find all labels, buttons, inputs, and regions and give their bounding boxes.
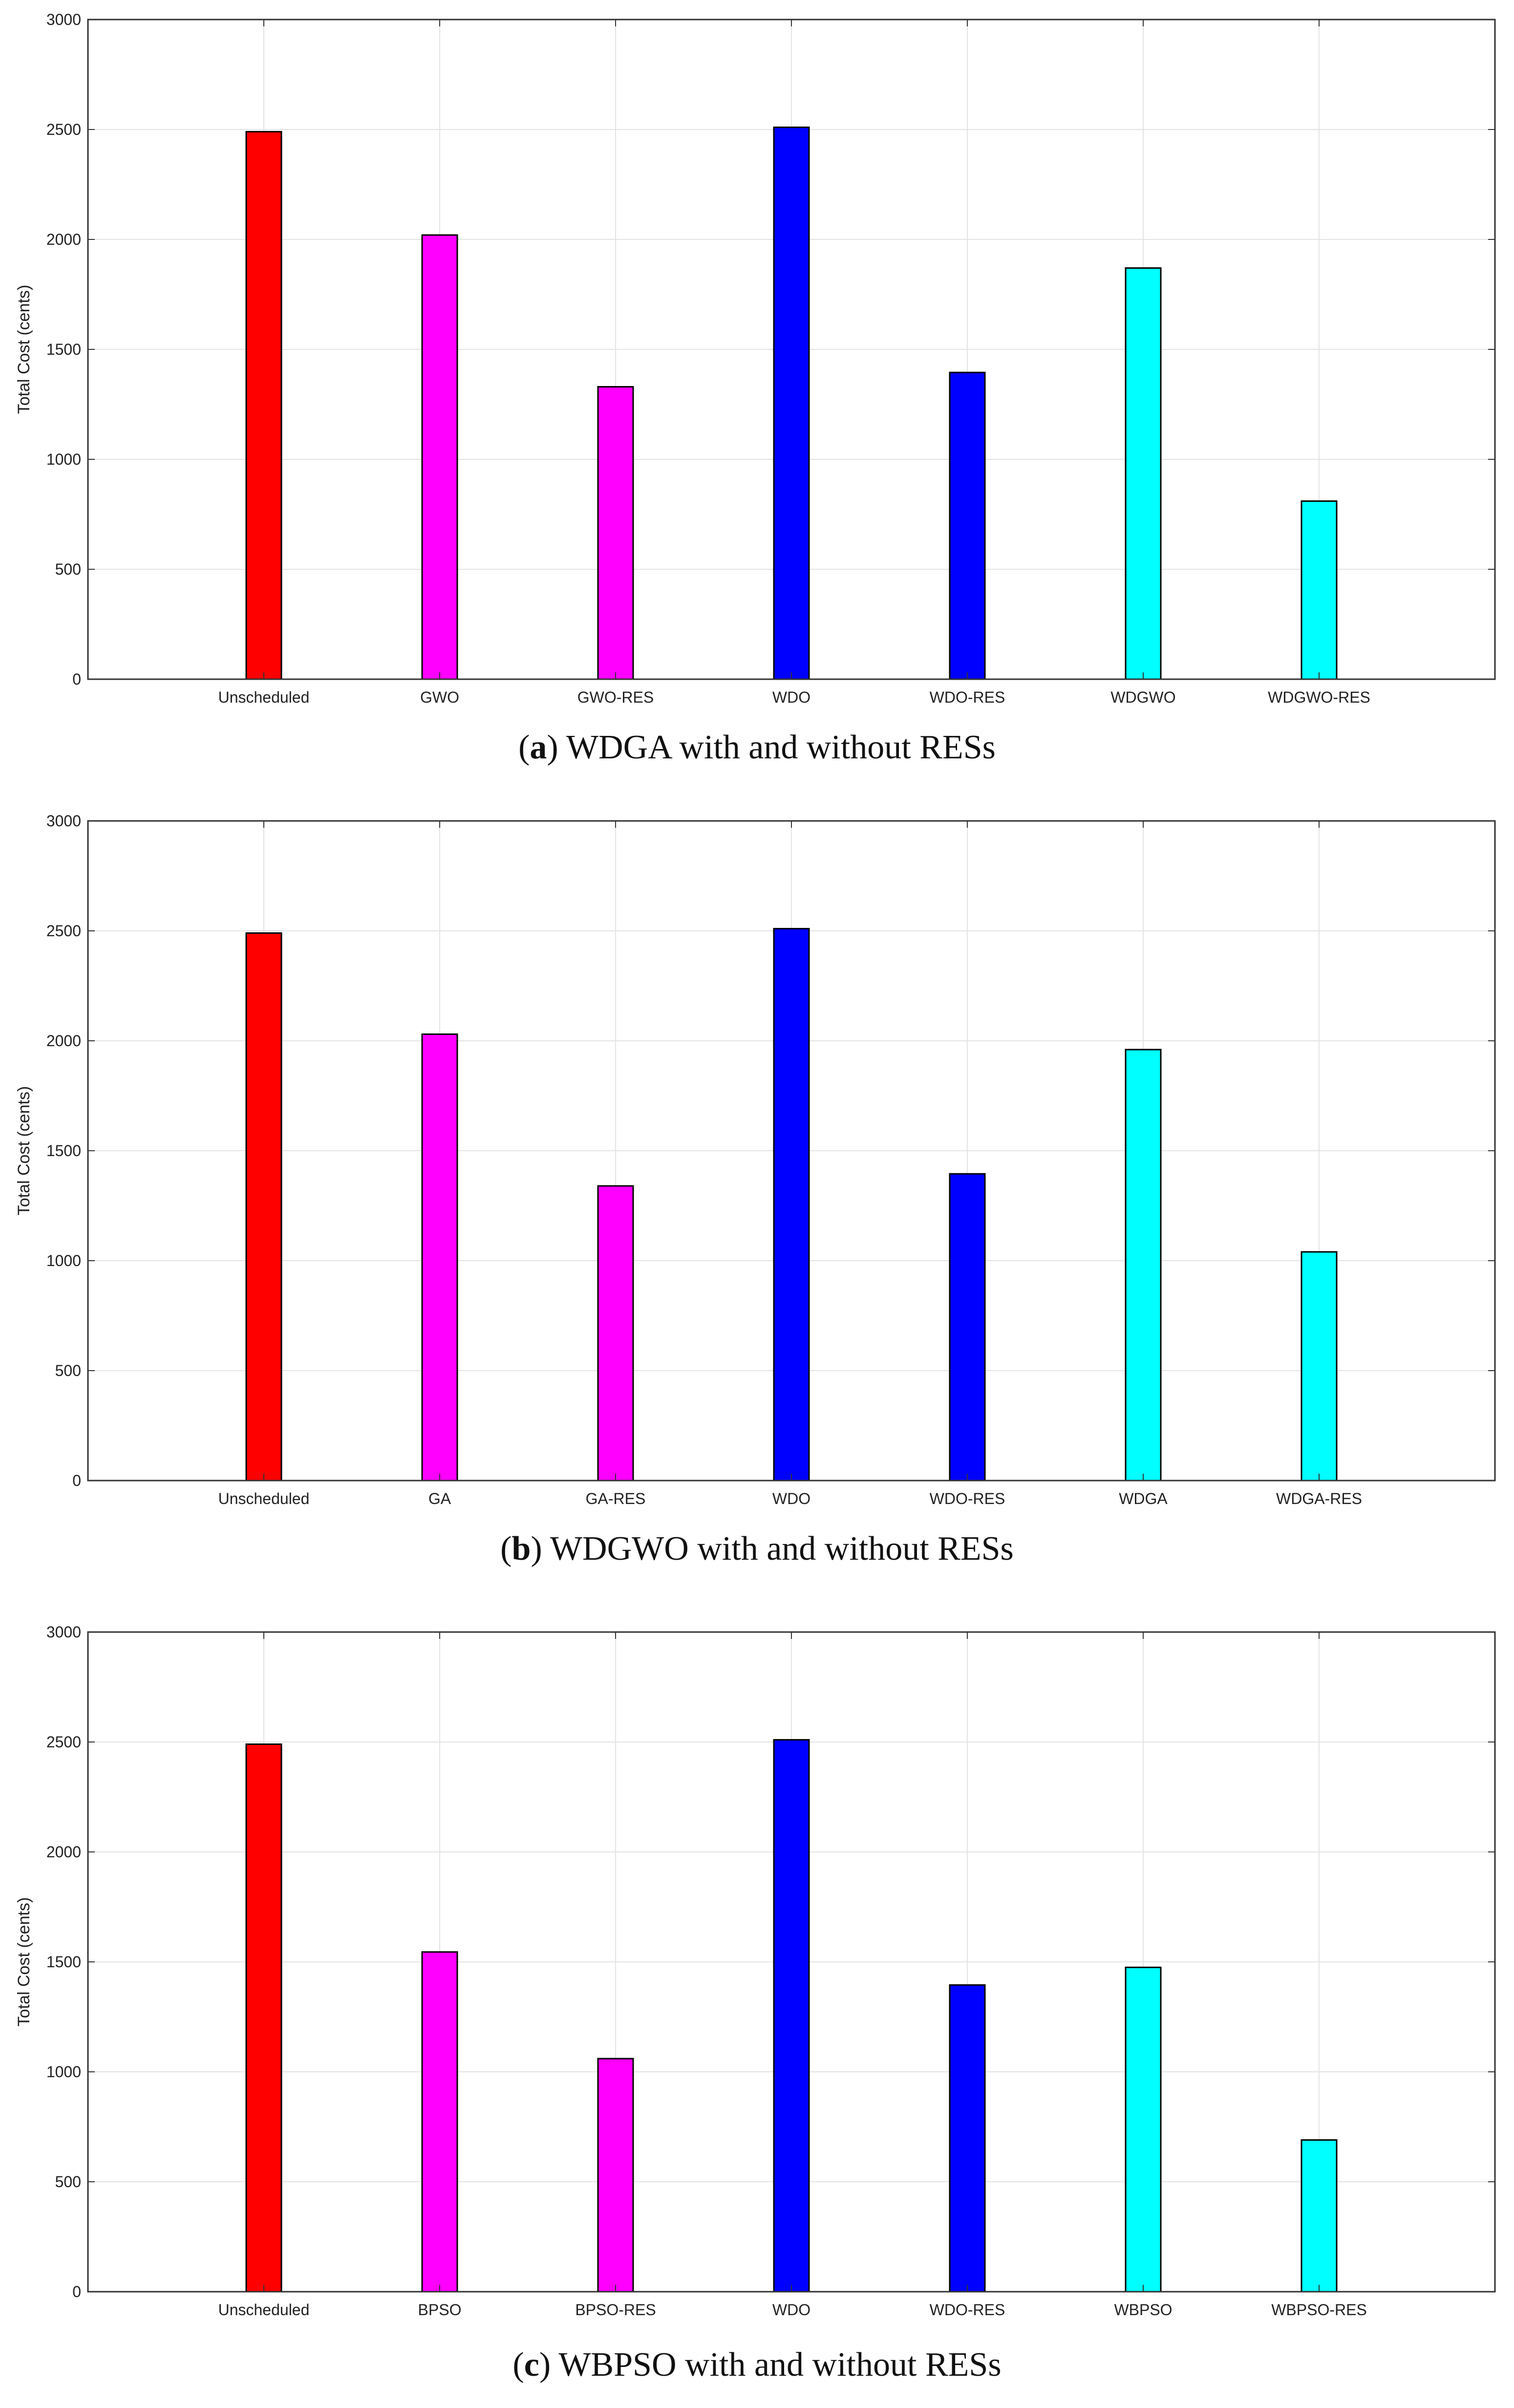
- y-tick-label: 3000: [46, 11, 81, 28]
- bar-bpso-res: [597, 2058, 634, 2293]
- x-tick-label: WDGA: [1119, 1490, 1168, 1507]
- x-tick-label: WDO-RES: [930, 688, 1005, 706]
- caption-b-text: WDGWO with and without RESs: [542, 1530, 1014, 1568]
- caption-c-letter: c: [524, 2346, 539, 2384]
- x-tick-label: WBPSO-RES: [1271, 2301, 1367, 2319]
- caption-c: (c) WBPSO with and without RESs: [512, 2346, 1002, 2384]
- y-tick-label: 500: [55, 2173, 81, 2191]
- y-tick-label: 2000: [46, 231, 81, 248]
- bar-wdgwo: [1125, 267, 1162, 680]
- chart-panel-a: 0 500 1000 1500 2000 2500 3000 Unscheduled GWO GW…: [0, 0, 1514, 801]
- bar-unscheduled: [245, 1743, 282, 2293]
- bar-chart-a: 0 500 1000 1500 2000 2500 3000 Unscheduled GWO GW…: [15, 11, 1496, 706]
- y-axis-label: Total Cost (cents): [15, 1897, 33, 2027]
- x-tick-label: WDGA-RES: [1276, 1490, 1362, 1507]
- axes-box: [87, 820, 1496, 1482]
- x-tick-label: Unscheduled: [218, 2301, 310, 2319]
- bar-unscheduled: [245, 131, 282, 680]
- bar-wdga-res: [1301, 1251, 1338, 1482]
- bar-wdgwo-res: [1301, 500, 1338, 680]
- bar-wdo-res: [949, 1984, 986, 2293]
- y-axis-label: Total Cost (cents): [15, 1086, 33, 1216]
- bar-ga: [421, 1033, 458, 1482]
- y-tick-label: 1000: [46, 451, 81, 468]
- bar-wdga: [1125, 1049, 1162, 1482]
- x-tick-label: WDO: [772, 1490, 810, 1507]
- bar-wdo: [773, 127, 810, 680]
- x-tick-label: GWO-RES: [577, 688, 654, 706]
- bar-wdo-res: [949, 371, 986, 680]
- x-tick-label: WDO: [772, 688, 810, 706]
- caption-a-text: WDGA with and without RESs: [558, 729, 996, 766]
- y-tick-label: 3000: [46, 812, 81, 830]
- y-tick-label: 3000: [46, 1623, 81, 1641]
- y-tick-label: 2500: [46, 121, 81, 138]
- y-tick-label: 1500: [46, 1142, 81, 1160]
- bar-wbpso: [1125, 1966, 1162, 2293]
- y-tick-label: 1000: [46, 1252, 81, 1269]
- caption-b: (b) WDGWO with and without RESs: [500, 1530, 1014, 1568]
- axes-box: [87, 19, 1496, 680]
- x-tick-label: WDGWO-RES: [1268, 688, 1370, 706]
- bar-wdo: [773, 1739, 810, 2293]
- x-tick-label: Unscheduled: [218, 688, 310, 706]
- y-tick-label: 0: [72, 670, 81, 688]
- y-tick-label: 2500: [46, 1733, 81, 1751]
- bar-chart-c: 0 500 1000 1500 2000 2500 3000 Unscheduled BPSO B…: [15, 1623, 1496, 2319]
- caption-a-letter: a: [530, 729, 547, 766]
- y-tick-label: 0: [72, 2283, 81, 2300]
- caption-c-text: WBPSO with and without RESs: [551, 2346, 1002, 2384]
- bar-wdo-res: [949, 1173, 986, 1482]
- chart-panel-c: 0 500 1000 1500 2000 2500 3000 Unscheduled BPSO B…: [0, 1612, 1514, 2408]
- bar-ga-res: [597, 1185, 634, 1482]
- y-tick-label: 2000: [46, 1843, 81, 1861]
- x-tick-label: GA-RES: [586, 1490, 646, 1507]
- bar-unscheduled: [245, 932, 282, 1482]
- y-tick-label: 1500: [46, 341, 81, 358]
- x-tick-label: BPSO: [418, 2301, 462, 2319]
- x-tick-label: BPSO-RES: [575, 2301, 656, 2319]
- bar-bpso: [421, 1951, 458, 2293]
- x-tick-label: GA: [428, 1490, 451, 1507]
- bar-chart-b: 0 500 1000 1500 2000 2500 3000 Unscheduled GA GA-…: [15, 812, 1496, 1507]
- bar-gwo-res: [597, 386, 634, 680]
- y-tick-label: 500: [55, 560, 81, 578]
- x-tick-label: WDO-RES: [930, 2301, 1005, 2319]
- x-tick-label: WDGWO: [1110, 688, 1175, 706]
- caption-a: (a) WDGA with and without RESs: [518, 729, 996, 766]
- x-tick-label: WDO: [772, 2301, 810, 2319]
- bar-gwo: [421, 234, 458, 680]
- y-tick-label: 2000: [46, 1032, 81, 1050]
- x-tick-label: Unscheduled: [218, 1490, 310, 1507]
- axes-box: [87, 1631, 1496, 2293]
- x-tick-label: GWO: [420, 688, 459, 706]
- y-tick-label: 1000: [46, 2063, 81, 2081]
- y-tick-label: 500: [55, 1362, 81, 1379]
- caption-b-letter: b: [512, 1530, 531, 1568]
- y-tick-label: 1500: [46, 1953, 81, 1971]
- y-tick-label: 0: [72, 1472, 81, 1489]
- y-tick-label: 2500: [46, 922, 81, 940]
- bar-wdo: [773, 928, 810, 1482]
- chart-panel-b: 0 500 1000 1500 2000 2500 3000 Unscheduled GA GA-…: [0, 801, 1514, 1603]
- bar-wbpso-res: [1301, 2139, 1338, 2293]
- y-axis-label: Total Cost (cents): [15, 285, 33, 414]
- x-tick-label: WBPSO: [1114, 2301, 1172, 2319]
- x-tick-label: WDO-RES: [930, 1490, 1005, 1507]
